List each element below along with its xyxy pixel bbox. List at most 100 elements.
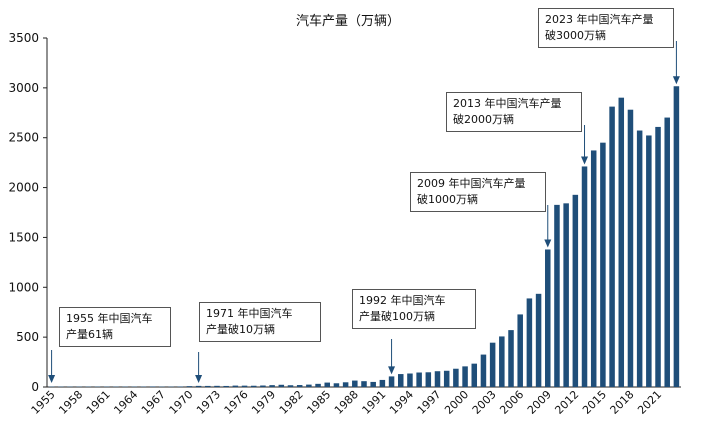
annotation-2013-line1: 2013 年中国汽车产量 [453,97,562,110]
bar-1985 [324,382,331,387]
bar-2002 [480,354,487,387]
x-tick-label: 1985 [304,388,333,417]
x-tick-label: 2009 [525,388,554,417]
bar-1971 [195,385,202,387]
bar-1975 [232,385,239,387]
y-tick-label: 500 [16,330,39,344]
bar-1987 [342,382,349,387]
annotation-1992-line2: 产量破100万辆 [359,310,435,323]
arrow-head-2009 [544,239,552,248]
x-tick-label: 2015 [580,388,609,417]
arrow-head-2023 [672,76,680,85]
x-tick-label: 2006 [497,388,526,417]
bar-2014 [590,150,597,387]
annotation-1971-line2: 产量破10万辆 [206,323,275,336]
annotation-1955-line2: 产量61辆 [66,328,113,341]
y-tick-label: 1000 [8,280,39,294]
bar-1969 [177,386,183,387]
x-tick-label: 1961 [84,388,113,417]
x-tick-label: 1976 [222,388,251,417]
bar-1999 [453,368,459,387]
bar-1976 [241,385,248,387]
y-tick-label: 3000 [8,81,39,95]
bar-1966 [149,386,156,387]
annotation-2013-line2: 破2000万辆 [453,113,514,126]
bar-2011 [563,203,569,387]
bar-1972 [205,385,211,387]
bar-1973 [214,385,220,387]
bar-2018 [627,109,634,388]
bar-2004 [499,336,505,387]
x-tick-label: 1970 [167,388,196,417]
bar-2000 [462,366,468,387]
annotation-1992-line1: 1992 年中国汽车 [359,294,446,307]
bar-2017 [618,97,625,387]
bar-1996 [425,372,432,387]
x-tick-label: 2000 [442,388,471,417]
x-tick-label: 1967 [139,388,168,417]
y-tick-label: 0 [31,380,39,394]
x-tick-label: 2012 [552,388,581,417]
bar-2019 [636,130,643,387]
bar-2008 [535,293,542,387]
bar-1978 [260,385,266,387]
x-tick-label: 1979 [249,388,278,417]
annotation-1992: 1992 年中国汽车 产量破100万辆 [352,289,476,329]
x-tick-label: 1997 [415,388,444,417]
bar-2012 [572,194,579,387]
y-tick-label: 3500 [8,31,39,45]
bar-2001 [471,363,478,387]
bar-2010 [554,204,560,387]
chart-title: 汽车产量（万辆） [296,13,400,29]
bar-1981 [287,385,294,387]
bar-1977 [250,385,257,387]
bar-1990 [370,381,376,387]
bar-1983 [306,384,312,387]
bar-2021 [655,126,661,387]
bar-2013 [581,166,588,387]
x-tick-label: 2021 [635,388,664,417]
arrow-head-1992 [388,366,396,375]
annotation-2023: 2023 年中国汽车产量 破3000万辆 [538,8,674,48]
bar-1982 [296,385,303,387]
annotation-1971-line1: 1971 年中国汽车 [206,307,293,320]
x-tick-label: 1991 [360,388,389,417]
bar-1994 [407,373,413,387]
arrow-head-2013 [581,156,589,165]
annotation-2009-line2: 破1000万辆 [417,193,478,206]
bar-2007 [526,298,533,387]
x-tick-label: 2003 [470,388,499,417]
bar-1970 [186,386,193,387]
bar-1998 [443,370,450,387]
arrow-head-1955 [48,375,56,383]
bar-1974 [223,385,229,387]
bar-1989 [361,381,367,387]
x-tick-label: 1994 [387,388,416,417]
bar-1988 [352,380,358,387]
arrow-head-1971 [195,375,203,383]
bar-2006 [517,314,523,387]
y-tick-label: 2500 [8,131,39,145]
x-tick-label: 1973 [194,388,223,417]
annotation-arrows [48,41,680,383]
bar-2020 [646,135,652,387]
annotation-1955-line1: 1955 年中国汽车 [66,312,153,325]
annotation-2009-line1: 2009 年中国汽车产量 [417,177,526,190]
x-tick-label: 1988 [332,388,361,417]
bar-2016 [609,106,615,387]
bar-2022 [664,117,670,388]
bar-1992 [388,376,395,387]
y-tick-label: 2000 [8,181,39,195]
bar-1997 [434,371,441,387]
x-axis: 1955195819611964196719701973197619791982… [29,386,681,417]
annotation-2023-line1: 2023 年中国汽车产量 [545,13,654,26]
bar-2005 [508,330,514,387]
bar-1984 [315,383,321,387]
annotation-2023-line2: 破3000万辆 [545,29,606,42]
bar-1995 [416,372,422,387]
annotation-1971: 1971 年中国汽车 产量破10万辆 [199,302,321,342]
bar-2003 [489,342,496,387]
bar-2009 [545,249,551,387]
x-tick-label: 1982 [277,388,306,417]
